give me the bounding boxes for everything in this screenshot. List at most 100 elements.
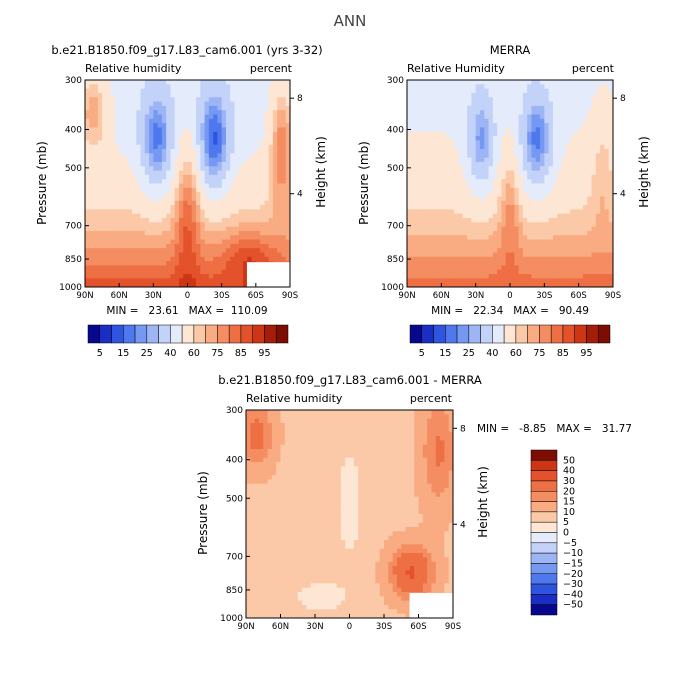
contour-cell <box>144 114 150 120</box>
contour-cell <box>272 127 278 133</box>
contour-cell <box>97 200 103 206</box>
contour-cell <box>501 183 507 189</box>
contour-cell <box>93 218 99 223</box>
contour-cell <box>445 243 451 249</box>
contour-cell <box>448 427 453 433</box>
contour-cell <box>187 235 193 241</box>
contour-cell <box>379 418 385 424</box>
contour-cell <box>93 114 99 120</box>
contour-cell <box>510 144 515 150</box>
contour-cell <box>570 274 575 279</box>
panel-diff-units: percent <box>410 392 453 405</box>
contour-cell <box>119 136 125 141</box>
contour-cell <box>285 196 290 202</box>
contour-cell <box>582 209 588 215</box>
contour-cell <box>260 248 265 254</box>
contour-cell <box>246 431 251 437</box>
contour-cell <box>336 410 342 415</box>
contour-cell <box>238 282 244 287</box>
contour-cell <box>255 179 261 185</box>
panel-diff-title: b.e21.B1850.f09_g17.L83_cam6.001 - MERRA <box>218 373 482 387</box>
contour-cell <box>488 80 494 85</box>
contour-cell <box>548 265 554 271</box>
contour-cell <box>225 88 231 94</box>
contour-cell <box>89 196 95 202</box>
contour-cell <box>409 410 415 415</box>
contour-cell <box>217 123 223 129</box>
contour-cell <box>284 423 290 428</box>
contour-cell <box>161 261 167 267</box>
contour-cell <box>467 222 472 228</box>
contour-cell <box>505 196 511 202</box>
contour-cell <box>327 418 333 424</box>
contour-cell <box>149 97 154 103</box>
contour-cell <box>204 127 210 133</box>
contour-cell <box>544 183 550 189</box>
contour-cell <box>221 183 227 189</box>
contour-cell <box>437 174 442 180</box>
contour-cell <box>535 149 541 154</box>
contour-cell <box>238 192 244 198</box>
contour-cell <box>285 170 290 176</box>
contour-cell <box>136 196 142 202</box>
contour-cell <box>114 248 120 254</box>
contour-cell <box>548 252 554 258</box>
contour-cell <box>230 183 236 189</box>
contour-cell <box>102 200 107 206</box>
contour-cell <box>97 105 103 111</box>
contour-cell <box>561 243 567 249</box>
contour-cell <box>106 200 112 206</box>
contour-cell <box>419 170 425 176</box>
contour-cell <box>608 278 613 284</box>
contour-cell <box>419 140 425 146</box>
contour-cell <box>595 274 601 279</box>
contour-cell <box>174 179 180 185</box>
contour-cell <box>93 179 99 185</box>
contour-cell <box>437 140 442 146</box>
contour-cell <box>475 235 481 241</box>
contour-cell <box>608 144 613 150</box>
contour-cell <box>471 179 477 185</box>
contour-cell <box>153 88 159 94</box>
contour-cell <box>458 84 464 90</box>
contour-cell <box>565 105 571 111</box>
contour-cell <box>449 252 455 258</box>
contour-cell <box>144 248 150 254</box>
contour-cell <box>264 161 270 167</box>
contour-cell <box>578 243 584 249</box>
contour-cell <box>462 209 468 215</box>
contour-cell <box>497 157 503 163</box>
contour-cell <box>561 213 567 219</box>
contour-cell <box>415 97 421 103</box>
contour-cell <box>431 427 437 433</box>
contour-cell <box>428 161 434 167</box>
contour-cell <box>170 230 176 236</box>
contour-cell <box>565 248 571 254</box>
contour-cell <box>401 423 407 428</box>
contour-cell <box>213 269 218 275</box>
contour-cell <box>196 256 201 262</box>
contour-cell <box>424 213 430 219</box>
contour-cell <box>161 256 167 262</box>
contour-cell <box>437 226 442 232</box>
contour-cell <box>85 118 90 124</box>
contour-field-diff <box>246 410 453 618</box>
contour-cell <box>204 192 210 198</box>
contour-cell <box>208 282 214 287</box>
contour-cell <box>204 282 210 287</box>
contour-cell <box>272 256 278 262</box>
contour-cell <box>238 153 244 159</box>
contour-cell <box>255 161 261 167</box>
contour-cell <box>535 235 541 241</box>
contour-cell <box>127 161 133 167</box>
contour-cell <box>441 97 447 103</box>
contour-cell <box>531 80 537 85</box>
contour-cell <box>208 131 214 137</box>
contour-cell <box>102 252 107 258</box>
contour-cell <box>149 196 154 202</box>
contour-cell <box>136 131 142 137</box>
contour-cell <box>153 140 159 146</box>
contour-cell <box>595 123 601 129</box>
contour-cell <box>488 179 494 185</box>
